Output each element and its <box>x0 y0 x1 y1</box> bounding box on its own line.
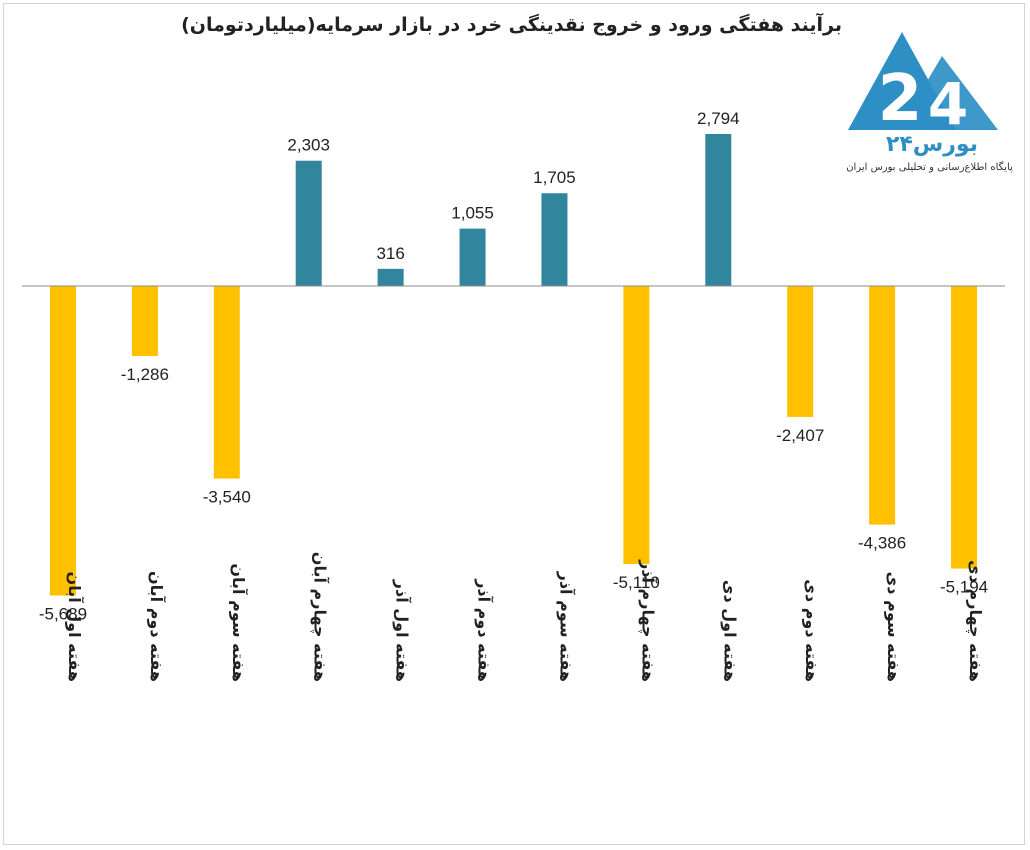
category-label: هفته سوم آذر <box>556 571 576 682</box>
category-label: هفته دوم آبان <box>147 571 167 682</box>
bar <box>295 160 322 286</box>
data-label: -4,386 <box>858 534 906 553</box>
data-label: 1,705 <box>533 168 576 187</box>
logo-tagline: پایگاه اطلاع‌رسانی و تحلیلی بورس ایران <box>846 162 1013 173</box>
bar <box>787 286 814 417</box>
data-label: 1,055 <box>451 204 494 223</box>
category-label: هفته دوم آذر <box>475 578 495 682</box>
bar <box>705 134 732 286</box>
bar <box>623 286 650 564</box>
category-label: هفته اول دی <box>720 580 739 682</box>
category-label: هفته اول آذر <box>393 579 413 682</box>
data-label: 2,303 <box>287 136 330 155</box>
data-label: -5,110 <box>613 573 660 592</box>
svg-text:4: 4 <box>928 70 968 138</box>
bar <box>459 228 486 286</box>
bar <box>951 286 978 569</box>
svg-text:2: 2 <box>878 62 923 136</box>
category-label: هفته چهارم آذر <box>637 559 658 682</box>
category-label: هفته دوم دی <box>802 579 821 682</box>
bourse24-logo-icon: 2 4 <box>848 32 998 138</box>
chart-frame <box>3 3 1025 845</box>
category-label: هفته اول آبان <box>65 572 85 682</box>
bar <box>213 286 240 479</box>
chart-title: برآیند هفتگی ورود و خروج نقدینگی خرد در … <box>181 14 842 36</box>
category-label: هفته چهارم دی <box>965 560 985 682</box>
data-label: -5,689 <box>39 604 87 623</box>
category-label: هفته سوم آبان <box>229 563 249 682</box>
bar <box>131 286 158 356</box>
data-label: -2,407 <box>776 426 824 445</box>
category-label: هفته سوم دی <box>884 572 903 682</box>
bar <box>377 268 404 286</box>
data-label: -1,286 <box>121 365 169 384</box>
data-label: 2,794 <box>697 109 740 128</box>
category-label: هفته چهارم آبان <box>310 552 331 682</box>
data-label: -3,540 <box>203 488 251 507</box>
data-label: 316 <box>376 244 404 263</box>
bar <box>49 286 76 596</box>
data-label: -5,194 <box>940 578 988 597</box>
bar <box>869 286 896 525</box>
logo-name: بورس۲۴ <box>886 132 978 157</box>
bar <box>541 193 568 286</box>
